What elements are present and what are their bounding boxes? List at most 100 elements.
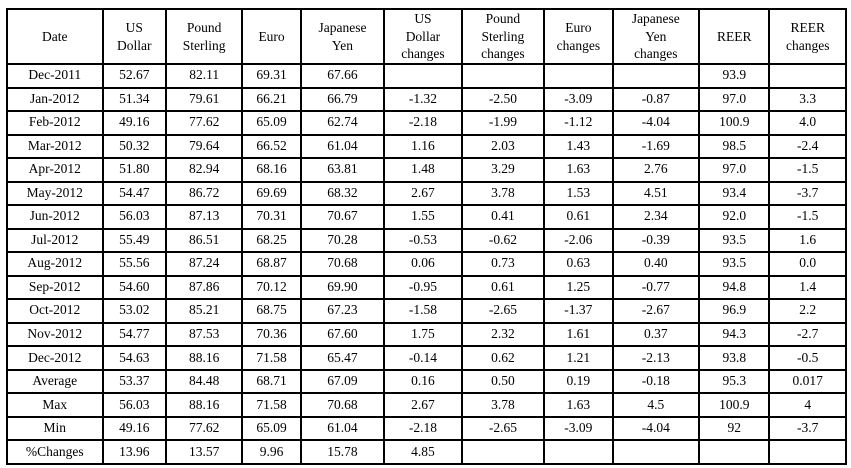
column-header-reer: REER (698, 8, 771, 65)
value-cell: 53.37 (101, 368, 167, 395)
value-cell: 93.5 (698, 227, 771, 254)
value-cell: 77.62 (164, 415, 244, 442)
value-cell: 65.47 (299, 345, 386, 371)
value-cell: -3.09 (543, 86, 614, 113)
row-label-cell: %Changes (6, 439, 104, 465)
table-row-feb-2012: Feb-2012 49.16 77.62 65.09 62.74 -2.18 -1.99 -1… (6, 110, 847, 136)
table-body: Dec-2011 52.67 82.11 69.31 67.66 93.9 Jan-2012… (6, 63, 847, 465)
value-cell: 56.03 (101, 204, 167, 230)
value-cell: 94.3 (698, 321, 771, 348)
value-cell: 93.8 (698, 345, 771, 371)
value-cell: 0.61 (460, 274, 546, 301)
column-header-us-dollar: US Dollar (101, 8, 167, 65)
value-cell: 4.5 (611, 392, 701, 418)
value-cell: 82.11 (164, 63, 244, 89)
value-cell (460, 63, 546, 89)
table-row-apr-2012: Apr-2012 51.80 82.94 68.16 63.81 1.48 3.29 1.63… (6, 157, 847, 183)
table-row-mar-2012: Mar-2012 50.32 79.64 66.52 61.04 1.16 2.03 1.43… (6, 133, 847, 160)
table-row-dec-2012: Dec-2012 54.63 88.16 71.58 65.47 -0.14 0.62 1.2… (6, 345, 847, 371)
value-cell: 54.77 (101, 321, 167, 348)
value-cell (698, 439, 771, 465)
value-cell: 92.0 (698, 204, 771, 230)
value-cell: -2.18 (383, 415, 463, 442)
header-row: Date US Dollar Pound Sterling Euro Japanese … (6, 8, 847, 65)
column-header-reer-changes: REER changes (768, 8, 847, 65)
value-cell: 79.64 (164, 133, 244, 160)
value-cell (611, 63, 701, 89)
value-cell: 4.51 (611, 180, 701, 207)
value-cell: 92 (698, 415, 771, 442)
value-cell: 84.48 (164, 368, 244, 395)
row-label-cell: Sep-2012 (6, 274, 104, 301)
value-cell: 61.04 (299, 415, 386, 442)
value-cell: 1.53 (543, 180, 614, 207)
row-label-cell: Dec-2012 (6, 345, 104, 371)
value-cell: 2.67 (383, 392, 463, 418)
value-cell: 54.60 (101, 274, 167, 301)
value-cell: 1.63 (543, 157, 614, 183)
value-cell: 66.21 (241, 86, 302, 113)
value-cell: 71.58 (241, 392, 302, 418)
value-cell: 2.32 (460, 321, 546, 348)
value-cell: 2.2 (768, 298, 847, 324)
row-label-cell: Min (6, 415, 104, 442)
value-cell: -0.77 (611, 274, 701, 301)
value-cell: 94.8 (698, 274, 771, 301)
value-cell: 65.09 (241, 110, 302, 136)
value-cell: 88.16 (164, 392, 244, 418)
row-label-cell: May-2012 (6, 180, 104, 207)
value-cell: 97.0 (698, 157, 771, 183)
table-row-changes: %Changes 13.96 13.57 9.96 15.78 4.85 (6, 439, 847, 465)
value-cell: -0.14 (383, 345, 463, 371)
value-cell: 93.4 (698, 180, 771, 207)
value-cell: 67.23 (299, 298, 386, 324)
value-cell: 61.04 (299, 133, 386, 160)
value-cell: 1.21 (543, 345, 614, 371)
value-cell: 0.017 (768, 368, 847, 395)
value-cell: 0.06 (383, 251, 463, 277)
value-cell: 54.63 (101, 345, 167, 371)
value-cell: -3.09 (543, 415, 614, 442)
value-cell: 95.3 (698, 368, 771, 395)
value-cell: 68.25 (241, 227, 302, 254)
value-cell: 2.03 (460, 133, 546, 160)
value-cell: 62.74 (299, 110, 386, 136)
value-cell (768, 63, 847, 89)
value-cell: 3.78 (460, 392, 546, 418)
value-cell: 69.90 (299, 274, 386, 301)
row-label-cell: Apr-2012 (6, 157, 104, 183)
value-cell: 71.58 (241, 345, 302, 371)
table-row-may-2012: May-2012 54.47 86.72 69.69 68.32 2.67 3.78 1.53… (6, 180, 847, 207)
value-cell: 70.67 (299, 204, 386, 230)
value-cell: 82.94 (164, 157, 244, 183)
value-cell: 55.49 (101, 227, 167, 254)
value-cell: 51.34 (101, 86, 167, 113)
value-cell (611, 439, 701, 465)
column-header-euro: Euro (241, 8, 302, 65)
value-cell: 1.16 (383, 133, 463, 160)
exchange-rates-table: Date US Dollar Pound Sterling Euro Japanese … (6, 8, 847, 465)
value-cell (383, 63, 463, 89)
column-header-us-dollar-changes: US Dollar changes (383, 8, 463, 65)
value-cell: 69.31 (241, 63, 302, 89)
value-cell: 49.16 (101, 415, 167, 442)
value-cell: 49.16 (101, 110, 167, 136)
value-cell: 15.78 (299, 439, 386, 465)
value-cell: 87.53 (164, 321, 244, 348)
value-cell: 88.16 (164, 345, 244, 371)
value-cell: -1.58 (383, 298, 463, 324)
value-cell: 97.0 (698, 86, 771, 113)
value-cell: 4.85 (383, 439, 463, 465)
document-page: Date US Dollar Pound Sterling Euro Japanese … (6, 8, 847, 465)
value-cell: 0.16 (383, 368, 463, 395)
value-cell: 0.50 (460, 368, 546, 395)
value-cell: -1.5 (768, 204, 847, 230)
table-row-min: Min 49.16 77.62 65.09 61.04 -2.18 -2.65 -3.09 -4… (6, 415, 847, 442)
value-cell: 2.76 (611, 157, 701, 183)
value-cell: -0.62 (460, 227, 546, 254)
value-cell: 67.09 (299, 368, 386, 395)
table-row-dec-2011: Dec-2011 52.67 82.11 69.31 67.66 93.9 (6, 63, 847, 89)
value-cell (543, 63, 614, 89)
table-row-oct-2012: Oct-2012 53.02 85.21 68.75 67.23 -1.58 -2.65 -1… (6, 298, 847, 324)
value-cell: 67.66 (299, 63, 386, 89)
